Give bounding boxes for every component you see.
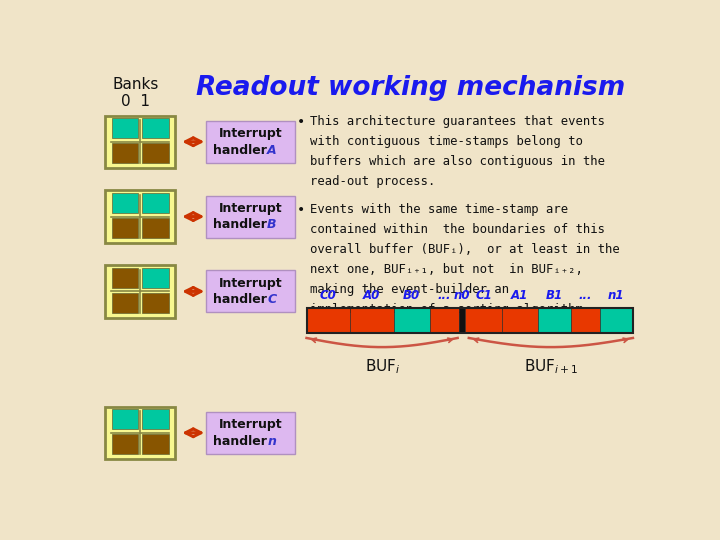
Text: B1: B1 xyxy=(546,289,563,302)
FancyBboxPatch shape xyxy=(143,118,168,138)
Text: ...: ... xyxy=(438,289,451,302)
Text: handler: handler xyxy=(213,218,271,231)
Text: Interrupt: Interrupt xyxy=(219,276,282,289)
FancyBboxPatch shape xyxy=(143,268,168,288)
FancyBboxPatch shape xyxy=(112,435,138,454)
Bar xyxy=(459,308,465,333)
Text: implementation of a sorting algorithm.: implementation of a sorting algorithm. xyxy=(310,302,590,316)
FancyBboxPatch shape xyxy=(105,407,176,459)
Text: n: n xyxy=(267,435,276,448)
Text: buffers which are also contiguous in the: buffers which are also contiguous in the xyxy=(310,154,606,167)
FancyBboxPatch shape xyxy=(112,293,138,313)
Text: $\mathrm{BUF}_i$: $\mathrm{BUF}_i$ xyxy=(364,357,400,376)
FancyBboxPatch shape xyxy=(105,191,176,243)
Text: contained within  the boundaries of this: contained within the boundaries of this xyxy=(310,223,606,236)
Text: handler: handler xyxy=(213,435,271,448)
Bar xyxy=(350,308,394,333)
Text: handler: handler xyxy=(213,293,271,306)
FancyBboxPatch shape xyxy=(143,193,168,213)
FancyBboxPatch shape xyxy=(112,144,138,163)
Text: C1: C1 xyxy=(475,289,492,302)
FancyBboxPatch shape xyxy=(205,195,295,238)
FancyBboxPatch shape xyxy=(105,265,176,318)
FancyBboxPatch shape xyxy=(143,144,168,163)
FancyBboxPatch shape xyxy=(143,435,168,454)
Text: read-out process.: read-out process. xyxy=(310,174,436,187)
Text: ...: ... xyxy=(578,289,592,302)
FancyBboxPatch shape xyxy=(112,218,138,238)
FancyBboxPatch shape xyxy=(143,218,168,238)
Text: This architecture guarantees that events: This architecture guarantees that events xyxy=(310,114,606,127)
Text: B0: B0 xyxy=(403,289,420,302)
Text: $\mathrm{BUF}_{i+1}$: $\mathrm{BUF}_{i+1}$ xyxy=(524,357,578,376)
Text: Banks: Banks xyxy=(112,77,159,92)
Bar xyxy=(394,308,430,333)
Bar xyxy=(538,308,570,333)
Text: C0: C0 xyxy=(320,289,337,302)
Text: Readout working mechanism: Readout working mechanism xyxy=(197,75,626,101)
Text: making the event-builder an: making the event-builder an xyxy=(310,282,510,296)
Text: with contiguous time-stamps belong to: with contiguous time-stamps belong to xyxy=(310,134,583,147)
FancyBboxPatch shape xyxy=(105,116,176,168)
Text: A0: A0 xyxy=(363,289,380,302)
Bar xyxy=(465,308,502,333)
Text: n1: n1 xyxy=(608,289,624,302)
Text: 0  1: 0 1 xyxy=(121,94,150,109)
FancyBboxPatch shape xyxy=(143,409,168,429)
Text: Interrupt: Interrupt xyxy=(219,418,282,431)
Text: B: B xyxy=(267,218,276,231)
Text: n0: n0 xyxy=(454,289,470,302)
Text: Events with the same time-stamp are: Events with the same time-stamp are xyxy=(310,203,569,216)
Bar xyxy=(502,308,538,333)
FancyBboxPatch shape xyxy=(112,409,138,429)
Text: A1: A1 xyxy=(511,289,528,302)
FancyBboxPatch shape xyxy=(143,293,168,313)
Text: next one, BUFᵢ₊₁, but not  in BUFᵢ₊₂,: next one, BUFᵢ₊₁, but not in BUFᵢ₊₂, xyxy=(310,263,583,276)
Bar xyxy=(430,308,459,333)
Text: Interrupt: Interrupt xyxy=(219,127,282,140)
Bar xyxy=(307,308,633,333)
FancyBboxPatch shape xyxy=(205,121,295,163)
FancyBboxPatch shape xyxy=(205,412,295,454)
Text: A: A xyxy=(267,144,276,157)
FancyBboxPatch shape xyxy=(112,268,138,288)
Bar xyxy=(307,308,350,333)
Bar xyxy=(600,308,633,333)
FancyBboxPatch shape xyxy=(205,271,295,313)
Text: Interrupt: Interrupt xyxy=(219,202,282,215)
Text: •: • xyxy=(297,203,305,217)
Text: handler: handler xyxy=(213,144,271,157)
FancyBboxPatch shape xyxy=(112,193,138,213)
Text: C: C xyxy=(267,293,276,306)
Text: overall buffer (BUFᵢ),  or at least in the: overall buffer (BUFᵢ), or at least in th… xyxy=(310,243,620,256)
FancyBboxPatch shape xyxy=(112,118,138,138)
Bar xyxy=(570,308,600,333)
Text: •: • xyxy=(297,114,305,129)
